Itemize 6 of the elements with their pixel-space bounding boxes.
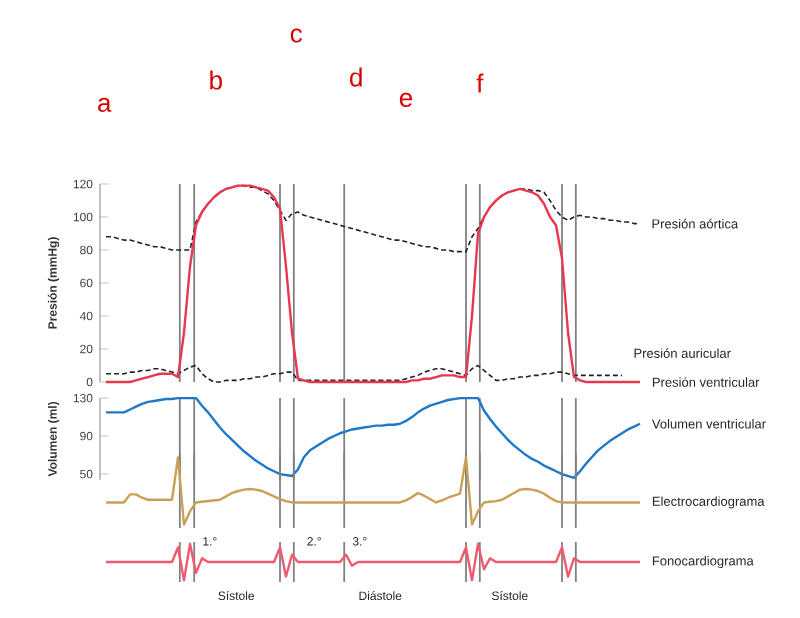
text: b	[210, 70, 222, 90]
text: c	[290, 28, 303, 43]
text: f	[476, 73, 484, 93]
text: d	[350, 67, 362, 87]
text: e	[399, 92, 413, 107]
text: a	[98, 97, 112, 112]
